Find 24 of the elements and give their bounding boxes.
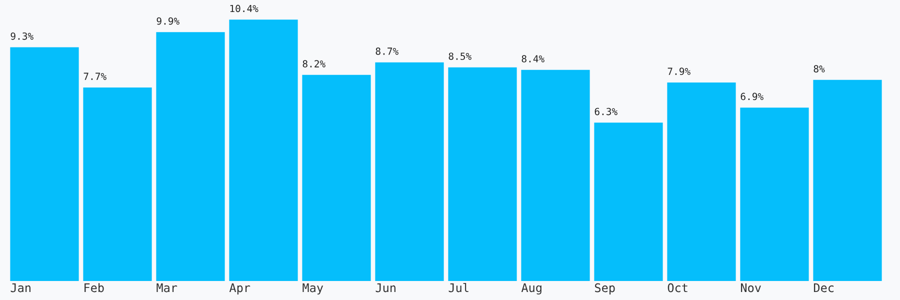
data-label: 8.4% — [522, 55, 544, 62]
x-tick-label: Oct — [668, 283, 688, 292]
data-label: 6.3% — [594, 108, 618, 116]
data-label: 8% — [814, 65, 825, 72]
data-label: 8.5% — [448, 52, 472, 60]
x-tick-label: Nov — [740, 283, 761, 292]
x-tick-label: Jan — [10, 283, 30, 292]
x-tick-label: Sep — [594, 283, 615, 294]
data-label: 7.7% — [84, 72, 106, 80]
data-label: 9.9% — [156, 17, 180, 25]
data-label: 10.4% — [230, 4, 258, 12]
data-label: 8.2% — [302, 60, 326, 68]
x-tick-label: Feb — [84, 283, 104, 292]
x-tick-label: May — [302, 283, 324, 294]
x-tick-label: Apr — [229, 283, 250, 294]
x-tick-label: Aug — [521, 283, 542, 294]
data-label: 7.9% — [668, 68, 690, 75]
data-label: 6.9% — [740, 92, 764, 100]
x-tick-label: Dec — [814, 283, 834, 292]
x-tick-label: Jul — [448, 283, 468, 292]
data-label: 8.7% — [376, 48, 398, 55]
x-tick-label: Mar — [156, 283, 178, 292]
x-tick-label: Jun — [376, 283, 396, 292]
data-label: 9.3% — [10, 32, 34, 40]
